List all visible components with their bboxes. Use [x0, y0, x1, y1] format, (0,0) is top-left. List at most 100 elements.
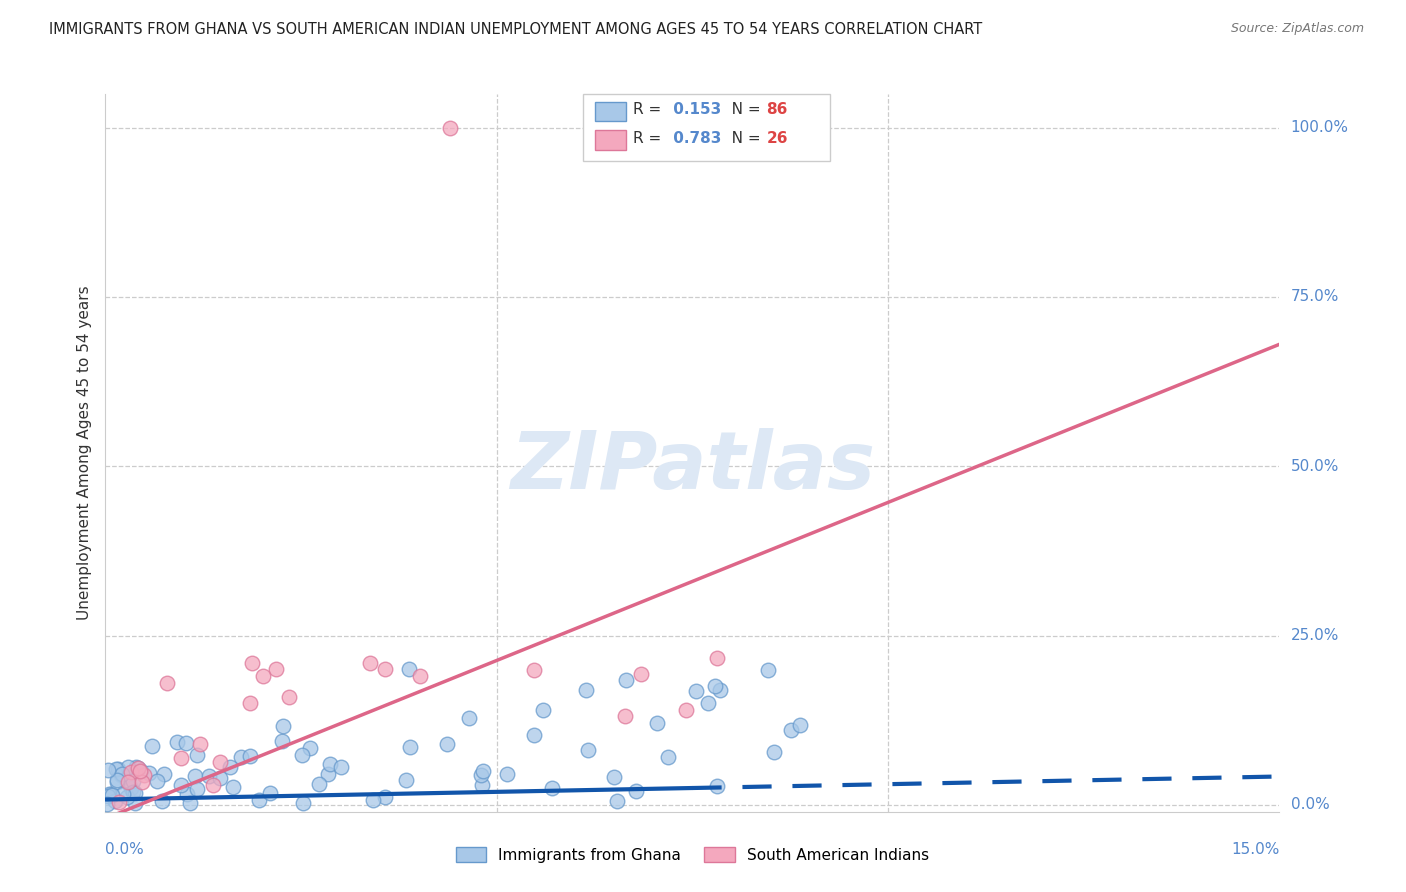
- Point: [107, 795, 129, 809]
- Point: [156, 676, 179, 690]
- Point: [316, 767, 339, 781]
- Point: [264, 663, 287, 677]
- Point: [533, 703, 555, 717]
- Point: [131, 775, 153, 789]
- Point: [541, 781, 564, 796]
- Point: [138, 765, 160, 780]
- Point: [706, 651, 728, 665]
- Point: [179, 796, 201, 810]
- Point: [576, 743, 599, 757]
- Text: 50.0%: 50.0%: [1291, 458, 1339, 474]
- Point: [394, 773, 416, 788]
- Text: 26: 26: [766, 131, 787, 145]
- Point: [127, 761, 149, 775]
- Point: [470, 768, 492, 782]
- Point: [132, 768, 155, 782]
- Point: [789, 718, 811, 732]
- Text: 0.0%: 0.0%: [1291, 797, 1329, 813]
- Point: [186, 748, 208, 763]
- Point: [97, 789, 120, 804]
- Point: [409, 669, 432, 683]
- Point: [100, 788, 122, 802]
- Point: [697, 697, 720, 711]
- Point: [176, 787, 198, 801]
- Point: [374, 663, 396, 677]
- Point: [523, 663, 546, 677]
- Text: ZIPatlas: ZIPatlas: [510, 428, 875, 506]
- Point: [146, 773, 169, 788]
- Point: [222, 780, 245, 795]
- Point: [709, 682, 731, 697]
- Point: [115, 774, 138, 789]
- Point: [252, 669, 274, 683]
- Text: R =: R =: [633, 131, 666, 145]
- Point: [319, 757, 342, 772]
- Point: [496, 767, 519, 781]
- Point: [170, 778, 193, 792]
- Point: [96, 797, 118, 812]
- Point: [614, 673, 637, 687]
- Y-axis label: Unemployment Among Ages 45 to 54 years: Unemployment Among Ages 45 to 54 years: [76, 285, 91, 620]
- Point: [575, 682, 598, 697]
- Point: [308, 776, 330, 790]
- Point: [614, 709, 637, 723]
- Point: [209, 772, 232, 786]
- Point: [117, 760, 139, 774]
- Point: [472, 764, 495, 779]
- Point: [706, 779, 728, 793]
- Point: [97, 787, 120, 801]
- Point: [170, 750, 193, 764]
- Point: [105, 762, 128, 776]
- Point: [398, 663, 420, 677]
- Point: [523, 728, 546, 742]
- Point: [125, 759, 148, 773]
- Point: [624, 784, 647, 798]
- Point: [439, 120, 461, 135]
- Point: [247, 792, 270, 806]
- Point: [127, 761, 149, 775]
- Point: [122, 773, 145, 788]
- Point: [141, 739, 163, 754]
- Point: [97, 763, 120, 777]
- Point: [657, 750, 679, 764]
- Point: [603, 770, 626, 784]
- Point: [704, 679, 727, 693]
- Point: [330, 759, 353, 773]
- Point: [685, 684, 707, 698]
- Point: [471, 778, 494, 792]
- Text: R =: R =: [633, 103, 666, 117]
- Text: 86: 86: [766, 103, 787, 117]
- Point: [124, 796, 146, 810]
- Point: [111, 766, 134, 780]
- Point: [271, 719, 294, 733]
- Point: [131, 764, 153, 779]
- Point: [277, 690, 299, 704]
- Point: [152, 794, 174, 808]
- Text: 0.783: 0.783: [668, 131, 721, 145]
- Point: [105, 775, 128, 789]
- Text: 25.0%: 25.0%: [1291, 628, 1339, 643]
- Point: [184, 769, 207, 783]
- Point: [101, 788, 124, 802]
- Point: [129, 764, 152, 778]
- Text: IMMIGRANTS FROM GHANA VS SOUTH AMERICAN INDIAN UNEMPLOYMENT AMONG AGES 45 TO 54 : IMMIGRANTS FROM GHANA VS SOUTH AMERICAN …: [49, 22, 983, 37]
- Point: [208, 755, 231, 769]
- Point: [780, 723, 803, 738]
- Point: [110, 767, 132, 781]
- Point: [630, 667, 652, 681]
- Point: [299, 740, 322, 755]
- Point: [605, 794, 627, 808]
- Text: 75.0%: 75.0%: [1291, 289, 1339, 304]
- Point: [271, 733, 294, 747]
- Point: [186, 782, 208, 797]
- Text: 100.0%: 100.0%: [1291, 120, 1348, 135]
- Point: [675, 703, 697, 717]
- Point: [197, 769, 219, 783]
- Point: [104, 794, 127, 808]
- Point: [359, 656, 381, 670]
- Point: [756, 663, 779, 677]
- Text: N =: N =: [717, 103, 765, 117]
- Point: [239, 749, 262, 764]
- Point: [120, 781, 142, 796]
- Point: [361, 793, 384, 807]
